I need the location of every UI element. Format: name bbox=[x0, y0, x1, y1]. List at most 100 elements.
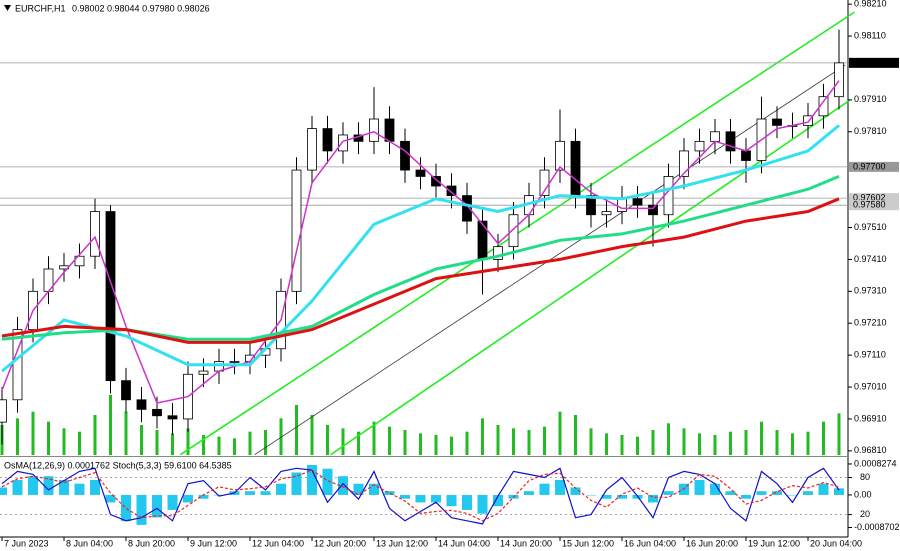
candle-body bbox=[338, 134, 348, 152]
osma-bar bbox=[400, 494, 410, 499]
volume-bar bbox=[791, 433, 794, 455]
volume-bar bbox=[713, 435, 717, 455]
menu-triangle[interactable] bbox=[4, 5, 11, 11]
osma-bar bbox=[214, 494, 224, 496]
osma-bar bbox=[322, 468, 333, 495]
volume-bar bbox=[620, 435, 624, 455]
volume-bar bbox=[155, 430, 159, 455]
osma-bar bbox=[446, 494, 457, 507]
osma-bar bbox=[772, 491, 782, 495]
x-tick-label: 19 Jun 12:00 bbox=[748, 538, 800, 548]
y-tick-label: 0.00 bbox=[854, 489, 872, 499]
candle-body bbox=[198, 370, 209, 375]
candle-body bbox=[0, 399, 7, 423]
volume-bar bbox=[202, 435, 205, 455]
candle-body bbox=[741, 150, 751, 161]
y-tick-label: 0.96910 bbox=[854, 413, 887, 423]
price-level-box bbox=[849, 193, 899, 204]
osma-bar bbox=[741, 494, 751, 499]
osma-bar bbox=[152, 494, 162, 518]
osma-bar bbox=[307, 464, 317, 495]
price-level-box bbox=[849, 200, 899, 211]
y-tick-label: 0.98110 bbox=[854, 30, 886, 40]
volume-bar bbox=[93, 415, 97, 455]
y-tick-label: 0.97410 bbox=[854, 254, 887, 264]
candle-body bbox=[384, 118, 395, 142]
x-tick-label: 15 Jun 12:00 bbox=[562, 538, 614, 548]
candle-body bbox=[601, 211, 612, 216]
x-tick-label: 8 Jun 20:00 bbox=[128, 538, 175, 548]
osma-bar bbox=[198, 494, 209, 499]
candle-body bbox=[90, 211, 100, 257]
osma-bar bbox=[59, 479, 69, 495]
osma-bar bbox=[601, 494, 612, 499]
osma-bar bbox=[369, 483, 379, 495]
price-level-label: 0.97580 bbox=[853, 200, 886, 210]
osma-bar bbox=[834, 488, 844, 495]
candle-body bbox=[74, 255, 85, 267]
osma-bar bbox=[756, 491, 767, 495]
y-tick-label: 0.97110 bbox=[854, 350, 886, 360]
x-tick-label: 7 Jun 2023 bbox=[4, 538, 49, 548]
candle-body bbox=[694, 140, 705, 152]
volume-bar bbox=[667, 423, 670, 455]
osma-bar bbox=[167, 494, 178, 510]
candle-body bbox=[617, 198, 627, 212]
osma-bar bbox=[648, 494, 658, 503]
price-level-label: 0.97700 bbox=[853, 161, 886, 171]
osma-bar bbox=[245, 491, 255, 495]
volume-bar bbox=[233, 438, 236, 455]
candle-body bbox=[508, 214, 519, 248]
volume-bar bbox=[605, 433, 608, 455]
osma-bar bbox=[663, 491, 674, 495]
volume-bar bbox=[248, 431, 252, 455]
volume-bar bbox=[341, 428, 345, 455]
osma-bar bbox=[555, 479, 565, 495]
osma-bar bbox=[183, 494, 193, 503]
volume-bar bbox=[744, 430, 748, 455]
candle-body bbox=[167, 415, 178, 420]
candle-body bbox=[229, 361, 240, 363]
volume-bar bbox=[109, 395, 112, 455]
volume-bar bbox=[558, 411, 562, 455]
osma-bar bbox=[570, 487, 581, 495]
volume-bar bbox=[31, 411, 35, 455]
candle-body bbox=[648, 204, 658, 216]
symbol: EURCHF,H1 bbox=[15, 3, 66, 13]
volume-bar bbox=[574, 415, 577, 455]
price-level-box bbox=[849, 161, 899, 172]
volume-bar bbox=[140, 425, 143, 455]
x-tick-label: 12 Jun 04:00 bbox=[252, 538, 304, 548]
osma-bar bbox=[74, 483, 85, 495]
candle-body bbox=[803, 115, 813, 126]
y-tick-label: 0.97010 bbox=[854, 381, 887, 391]
volume-bar bbox=[837, 413, 841, 455]
candle-body bbox=[834, 62, 844, 98]
volume-bar bbox=[171, 433, 174, 455]
volume-bar bbox=[372, 421, 376, 455]
volume-bar bbox=[186, 428, 190, 455]
osma-bar bbox=[43, 476, 54, 495]
volume-bar bbox=[326, 425, 329, 455]
volume-bar bbox=[465, 431, 469, 455]
osma-bar bbox=[136, 494, 147, 525]
x-tick-label: 20 Jun 04:00 bbox=[810, 538, 862, 548]
volume-bar bbox=[527, 430, 531, 455]
candle-body bbox=[291, 169, 302, 292]
x-tick-label: 8 Jun 04:00 bbox=[66, 538, 113, 548]
osma-bar bbox=[276, 483, 286, 495]
candle-body bbox=[136, 399, 147, 410]
volume-bar bbox=[806, 431, 810, 455]
price-level-box bbox=[849, 57, 899, 68]
candle-body bbox=[415, 169, 426, 177]
candle-body bbox=[570, 140, 581, 196]
osma-bar bbox=[710, 483, 720, 495]
x-tick-label: 9 Jun 12:00 bbox=[190, 538, 237, 548]
volume-bar bbox=[78, 431, 81, 455]
candle-body bbox=[121, 380, 131, 401]
volume-bar bbox=[481, 418, 484, 455]
price-level-label: 0.98026 bbox=[853, 57, 886, 67]
candle-body bbox=[322, 128, 333, 152]
x-tick-label: 14 Jun 20:00 bbox=[500, 538, 552, 548]
x-tick-label: 16 Jun 20:00 bbox=[686, 538, 738, 548]
